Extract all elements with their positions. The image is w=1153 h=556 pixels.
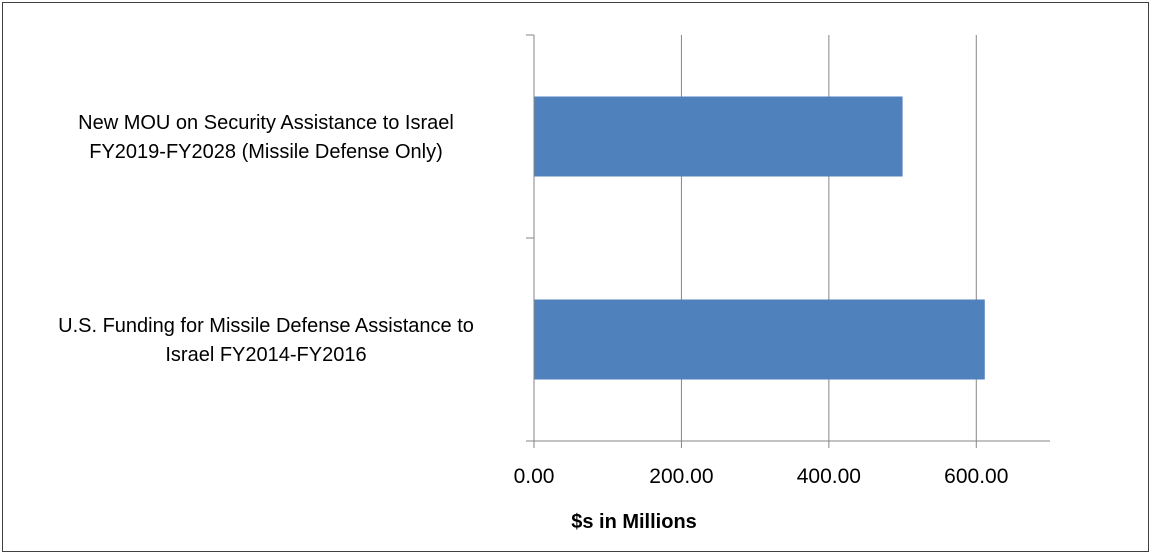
bar-0 xyxy=(534,96,903,177)
labels: 0.00 200.00 400.00 600.00 New MOU on Securit… xyxy=(58,112,1008,488)
category-label-0-line-0: New MOU on Security Assistance to Israel xyxy=(78,112,454,134)
x-tick-label-1: 200.00 xyxy=(649,465,713,488)
x-tick-label-0: 0.00 xyxy=(514,465,555,488)
axes xyxy=(526,34,1050,448)
category-label-0-line-1: FY2019-FY2028 (Missile Defense Only) xyxy=(89,141,442,163)
category-label-1: U.S. Funding for Missile Defense Assista… xyxy=(58,315,474,366)
category-label-1-line-0: U.S. Funding for Missile Defense Assista… xyxy=(58,315,474,337)
x-axis-title: $s in Millions xyxy=(571,511,697,533)
x-tick-label-3: 600.00 xyxy=(944,465,1008,488)
category-label-1-line-1: Israel FY2014-FY2016 xyxy=(165,344,366,366)
gridlines xyxy=(680,35,977,441)
category-label-0: New MOU on Security Assistance to Israel… xyxy=(78,112,454,163)
bar-1 xyxy=(534,299,985,380)
bars xyxy=(534,96,985,380)
x-tick-label-2: 400.00 xyxy=(797,465,861,488)
